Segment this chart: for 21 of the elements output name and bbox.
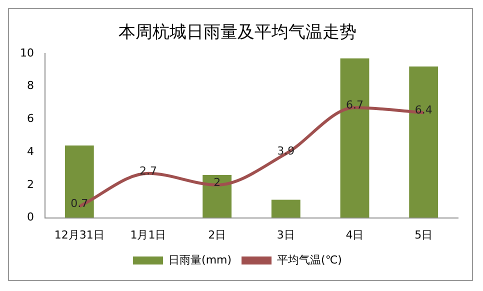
x-tick-label: 4日 [346,228,364,242]
y-tick-label: 2 [26,178,34,191]
x-tick-label: 2日 [208,228,226,242]
y-tick-label: 10 [20,46,34,60]
x-tick-label: 12月31日 [54,228,104,242]
x-tick-label: 3日 [276,228,295,242]
chart-title: 本周杭城日雨量及平均气温走势 [118,22,356,43]
bar [409,66,438,218]
y-tick-label: 6 [26,112,34,126]
x-tick-label: 5日 [414,228,433,242]
y-tick-label: 8 [26,79,34,92]
bar [202,175,232,218]
x-tick-label: 1月1日 [130,228,166,242]
bar [340,58,370,218]
legend-label: 平均气温(℃) [277,253,342,266]
y-tick-label: 0 [26,210,34,224]
y-tick-label: 4 [26,144,34,158]
bar [64,145,94,218]
bar [271,200,300,218]
data-label: 6.4 [414,103,432,116]
legend-label: 日雨量(mm) [168,253,232,266]
